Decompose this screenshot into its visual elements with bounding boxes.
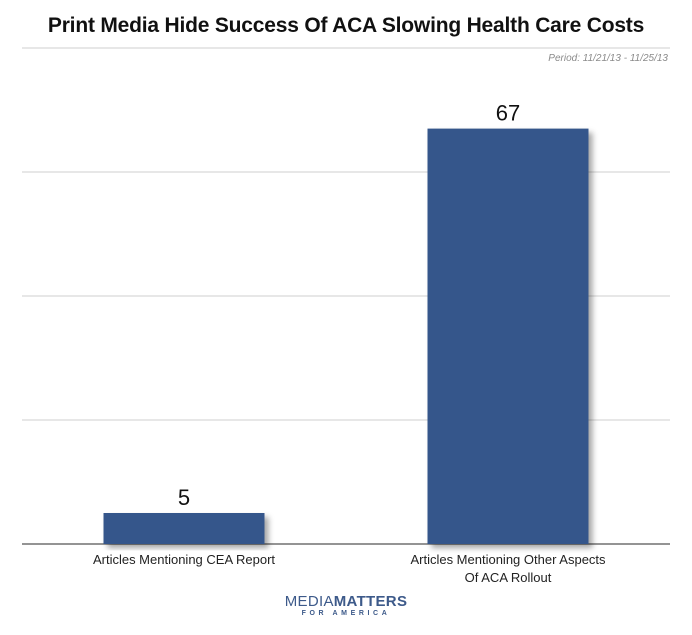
bars (103, 128, 589, 544)
category-labels: Articles Mentioning CEA Report Articles M… (93, 552, 606, 585)
bar-chart: 567 Articles Mentioning CEA Report Articl… (22, 47, 670, 585)
value-label-2: 67 (496, 101, 520, 126)
media-matters-logo: MEDIAMATTERS FOR AMERICA (0, 594, 692, 617)
value-label-1: 5 (178, 485, 190, 510)
chart-title: Print Media Hide Success Of ACA Slowing … (47, 14, 645, 37)
category-label-2-line-1: Articles Mentioning Other Aspects (410, 552, 606, 567)
logo-media-text: MEDIA (284, 593, 334, 610)
value-labels: 5 67 (178, 101, 520, 510)
period-label: Period: 11/21/13 - 11/25/13 (548, 53, 668, 64)
category-label-2-line-2: Of ACA Rollout (465, 570, 552, 585)
logo-subtitle: FOR AMERICA (301, 610, 391, 617)
bar-2 (427, 128, 589, 544)
category-label-1-line-1: Articles Mentioning CEA Report (93, 552, 275, 567)
logo-matters-text: MATTERS (333, 593, 408, 610)
bar-1 (103, 513, 265, 544)
